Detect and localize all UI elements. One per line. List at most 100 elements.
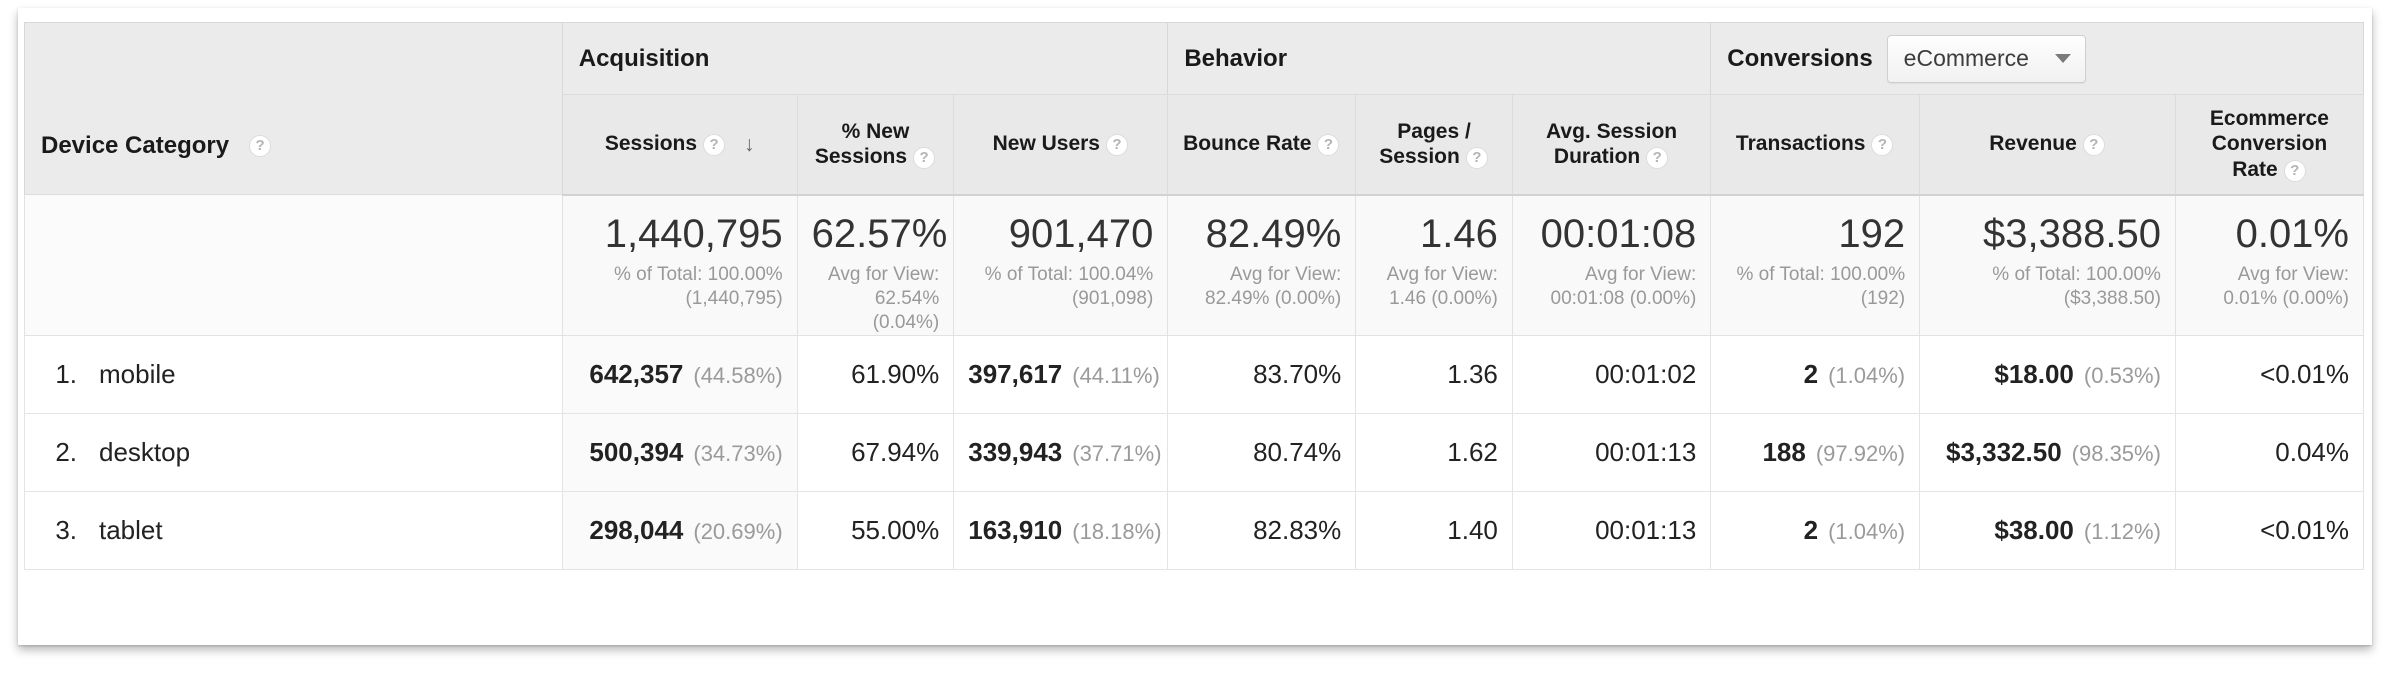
summary-cell-bounce-rate: 82.49% Avg for View: 82.49% (0.00%) — [1167, 193, 1357, 337]
column-label-transactions: Transactions — [1735, 132, 1866, 156]
conversions-goal-select[interactable]: eCommerce — [1886, 34, 2086, 83]
row-dimension-link[interactable]: tablet — [99, 515, 163, 546]
cell-bounce-rate: 80.74% — [1167, 413, 1357, 493]
report-panel: Device Category ? Acquisition Behavior C… — [18, 8, 2372, 645]
cell-new-users: 339,943 (37.71%) — [953, 413, 1169, 493]
help-question-icon[interactable]: ? — [913, 146, 936, 169]
column-label-revenue: Revenue — [1989, 132, 2077, 156]
table-row[interactable]: 1. mobile 642,357 (44.58%) 61.90% 397,617… — [24, 335, 2365, 415]
summary-cell-revenue: $3,388.50 % of Total: 100.00% ($3,388.50… — [1919, 193, 2176, 337]
cell-transactions-value: 2 — [1803, 359, 1819, 390]
summary-dimension-blank — [24, 193, 563, 337]
help-question-icon[interactable]: ? — [1465, 146, 1488, 169]
column-header-row: Sessions? ↓ % New Sessions? New Users? Bo… — [25, 94, 2365, 196]
row-dimension-cell[interactable]: 1. mobile — [24, 335, 563, 415]
summary-value-pages-session: 1.46 — [1420, 211, 1498, 256]
help-question-icon[interactable]: ? — [1317, 133, 1340, 156]
cell-new-users-value: 397,617 — [968, 359, 1063, 390]
cell-ecommerce-conversion-rate: 0.04% — [2174, 413, 2365, 493]
column-header-avg-session-duration[interactable]: Avg. Session Duration? — [1511, 94, 1712, 196]
summary-cell-transactions: 192 % of Total: 100.00% (192) — [1710, 193, 1921, 337]
summary-value-new-sessions-pct: 62.57% — [811, 211, 948, 256]
help-question-icon[interactable]: ? — [249, 134, 272, 157]
column-header-pages-session[interactable]: Pages / Session? — [1355, 94, 1513, 196]
row-dimension-link[interactable]: desktop — [99, 437, 191, 468]
summary-value-transactions: 192 — [1838, 211, 1906, 256]
row-index: 1. — [55, 359, 77, 390]
column-header-ecommerce-conversion-rate[interactable]: Ecommerce Conversion Rate? — [2174, 94, 2365, 196]
summary-detail-avg-session-duration: Avg for View: 00:01:08 (0.00%) — [1550, 263, 1697, 309]
cell-transactions: 2 (1.04%) — [1710, 335, 1921, 415]
cell-sessions-value: 298,044 — [589, 515, 684, 546]
group-header-row: Device Category ? Acquisition Behavior C… — [24, 22, 2364, 195]
summary-detail-new-sessions-pct: Avg for View: 62.54% (0.04%) — [828, 263, 940, 334]
cell-avg-session-duration: 00:01:13 — [1511, 413, 1712, 493]
cell-transactions-pct: (97.92%) — [1815, 441, 1906, 467]
cell-revenue: $18.00 (0.53%) — [1919, 335, 2176, 415]
column-header-bounce-rate[interactable]: Bounce Rate? — [1167, 94, 1357, 196]
summary-cell-sessions: 1,440,795 % of Total: 100.00% (1,440,795… — [561, 193, 798, 337]
summary-cell-pages-session: 1.46 Avg for View: 1.46 (0.00%) — [1355, 193, 1513, 337]
cell-revenue-pct: (1.12%) — [2083, 519, 2161, 545]
help-question-icon[interactable]: ? — [1105, 133, 1128, 156]
help-question-icon[interactable]: ? — [2082, 133, 2105, 156]
row-dimension-cell[interactable]: 2. desktop — [24, 413, 563, 493]
summary-detail-bounce-rate: Avg for View: 82.49% (0.00%) — [1205, 263, 1342, 309]
summary-detail-ecommerce-conversion-rate: Avg for View: 0.01% (0.00%) — [2223, 263, 2349, 309]
conversions-goal-value: eCommerce — [1903, 45, 2029, 71]
column-header-sessions[interactable]: Sessions? ↓ — [561, 94, 798, 196]
group-header-behavior: Behavior — [1167, 22, 1712, 95]
row-index: 2. — [55, 437, 77, 468]
summary-detail-transactions: % of Total: 100.00% (192) — [1736, 263, 1906, 309]
group-header-acquisition: Acquisition — [561, 22, 1169, 95]
summary-cell-new-sessions-pct: 62.57% Avg for View: 62.54% (0.04%) — [796, 193, 955, 337]
cell-pages-session: 1.40 — [1355, 491, 1513, 571]
summary-value-ecommerce-conversion-rate: 0.01% — [2235, 211, 2349, 256]
cell-new-sessions-pct: 55.00% — [796, 491, 955, 571]
column-label-sessions: Sessions — [604, 132, 698, 156]
cell-sessions-value: 500,394 — [589, 437, 684, 468]
cell-new-users: 397,617 (44.11%) — [953, 335, 1169, 415]
cell-sessions: 500,394 (34.73%) — [561, 413, 798, 493]
column-header-revenue[interactable]: Revenue? — [1919, 94, 2176, 196]
summary-value-avg-session-duration: 00:01:08 — [1540, 211, 1697, 256]
cell-new-users-value: 339,943 — [968, 437, 1063, 468]
row-dimension-link[interactable]: mobile — [99, 359, 176, 390]
table-row[interactable]: 2. desktop 500,394 (34.73%) 67.94% 339,94… — [24, 413, 2365, 493]
row-dimension-cell[interactable]: 3. tablet — [24, 491, 563, 571]
help-question-icon[interactable]: ? — [703, 133, 726, 156]
chevron-down-icon — [2054, 54, 2071, 63]
arrow-down-icon[interactable]: ↓ — [744, 132, 755, 156]
summary-value-bounce-rate: 82.49% — [1205, 211, 1342, 256]
cell-sessions-pct: (34.73%) — [693, 441, 783, 467]
help-question-icon[interactable]: ? — [1871, 133, 1894, 156]
summary-detail-pages-session: Avg for View: 1.46 (0.00%) — [1386, 263, 1498, 309]
summary-detail-sessions: % of Total: 100.00% (1,440,795) — [614, 263, 783, 309]
cell-pages-session: 1.36 — [1355, 335, 1513, 415]
column-header-transactions[interactable]: Transactions? — [1710, 94, 1921, 196]
cell-sessions: 642,357 (44.58%) — [561, 335, 798, 415]
cell-bounce-rate: 82.83% — [1167, 491, 1357, 571]
cell-transactions-pct: (1.04%) — [1828, 363, 1906, 389]
column-header-new-sessions-pct[interactable]: % New Sessions? — [796, 94, 955, 196]
group-label-conversions: Conversions — [1727, 44, 1873, 72]
column-header-new-users[interactable]: New Users? — [953, 94, 1169, 196]
cell-revenue-pct: (0.53%) — [2083, 363, 2161, 389]
group-label-acquisition: Acquisition — [578, 44, 710, 72]
dimension-header-label: Device Category — [41, 131, 230, 159]
table-row[interactable]: 3. tablet 298,044 (20.69%) 55.00% 163,910… — [24, 491, 2365, 571]
summary-cell-new-users: 901,470 % of Total: 100.04% (901,098) — [953, 193, 1169, 337]
dimension-header-cell[interactable]: Device Category ? — [24, 22, 563, 195]
help-question-icon[interactable]: ? — [1646, 146, 1669, 169]
cell-revenue-value: $3,332.50 — [1945, 437, 2062, 468]
help-question-icon[interactable]: ? — [2283, 159, 2306, 182]
cell-ecommerce-conversion-rate: <0.01% — [2174, 335, 2365, 415]
group-header-conversions: Conversions eCommerce — [1710, 22, 2364, 95]
group-label-behavior: Behavior — [1184, 44, 1288, 72]
cell-revenue-pct: (98.35%) — [2071, 441, 2161, 467]
cell-new-sessions-pct: 67.94% — [796, 413, 955, 493]
summary-value-revenue: $3,388.50 — [1982, 211, 2161, 256]
cell-sessions-value: 642,357 — [589, 359, 684, 390]
cell-revenue-value: $38.00 — [1994, 515, 2074, 546]
column-label-new-users: New Users — [992, 132, 1100, 156]
